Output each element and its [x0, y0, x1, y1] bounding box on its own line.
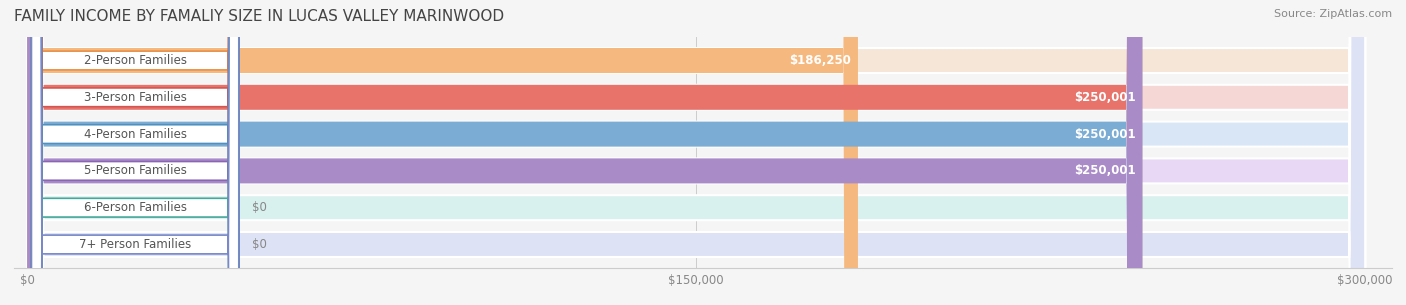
FancyBboxPatch shape: [31, 0, 239, 305]
FancyBboxPatch shape: [28, 0, 858, 305]
Text: $250,001: $250,001: [1074, 164, 1136, 178]
FancyBboxPatch shape: [31, 0, 239, 305]
FancyBboxPatch shape: [28, 0, 1365, 305]
Text: $250,001: $250,001: [1074, 127, 1136, 141]
Text: FAMILY INCOME BY FAMALIY SIZE IN LUCAS VALLEY MARINWOOD: FAMILY INCOME BY FAMALIY SIZE IN LUCAS V…: [14, 9, 505, 24]
FancyBboxPatch shape: [28, 0, 1365, 305]
Text: 5-Person Families: 5-Person Families: [84, 164, 187, 178]
FancyBboxPatch shape: [28, 0, 1365, 305]
Text: 3-Person Families: 3-Person Families: [84, 91, 187, 104]
FancyBboxPatch shape: [28, 0, 1142, 305]
FancyBboxPatch shape: [28, 0, 1142, 305]
Text: 6-Person Families: 6-Person Families: [83, 201, 187, 214]
FancyBboxPatch shape: [28, 0, 1365, 305]
Text: $186,250: $186,250: [789, 54, 851, 67]
FancyBboxPatch shape: [31, 0, 239, 305]
Text: $250,001: $250,001: [1074, 91, 1136, 104]
FancyBboxPatch shape: [31, 0, 239, 305]
Text: 2-Person Families: 2-Person Families: [83, 54, 187, 67]
FancyBboxPatch shape: [28, 0, 1142, 305]
Text: $0: $0: [252, 238, 267, 251]
Text: 4-Person Families: 4-Person Families: [83, 127, 187, 141]
FancyBboxPatch shape: [31, 0, 239, 305]
Text: 7+ Person Families: 7+ Person Families: [79, 238, 191, 251]
FancyBboxPatch shape: [28, 0, 1365, 305]
Text: Source: ZipAtlas.com: Source: ZipAtlas.com: [1274, 9, 1392, 19]
Text: $0: $0: [252, 201, 267, 214]
FancyBboxPatch shape: [28, 0, 1365, 305]
FancyBboxPatch shape: [31, 0, 239, 305]
